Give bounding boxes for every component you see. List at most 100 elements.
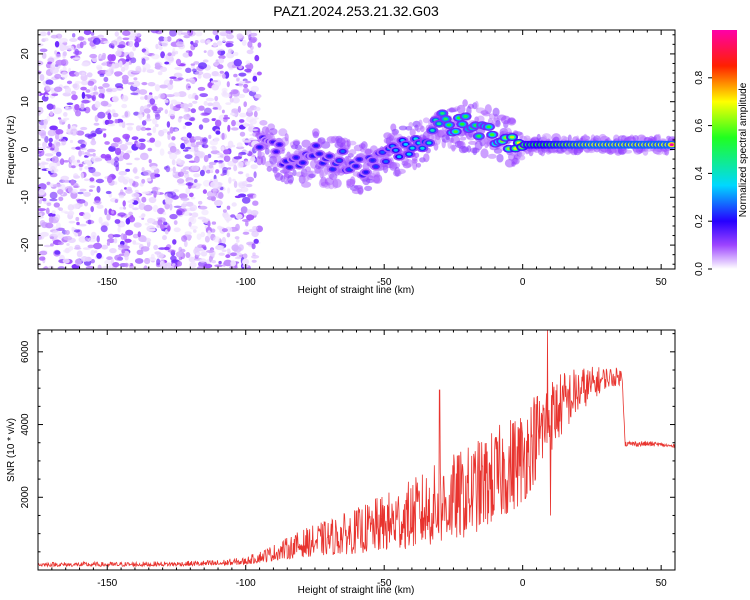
noise-speckle [69, 73, 76, 77]
noise-speckle [38, 43, 44, 47]
noise-speckle [140, 152, 149, 161]
noise-speckle [106, 213, 111, 221]
noise-speckle [59, 158, 65, 166]
noise-speckle [38, 107, 44, 115]
noise-speckle [121, 66, 126, 73]
trace-halo [259, 120, 268, 126]
trace-halo [332, 178, 342, 188]
noise-speckle [180, 32, 189, 35]
noise-speckle [103, 133, 107, 138]
noise-speckle [40, 231, 49, 237]
colorbar-bar [712, 30, 737, 269]
noise-speckle [247, 107, 253, 113]
noise-speckle [146, 228, 156, 232]
noise-speckle [221, 132, 225, 140]
noise-speckle [43, 37, 49, 42]
noise-speckle [172, 239, 177, 245]
noise-speckle [199, 93, 208, 98]
noise-speckle [175, 41, 185, 47]
noise-speckle [190, 41, 194, 45]
noise-speckle [82, 147, 87, 151]
noise-speckle [109, 248, 117, 254]
noise-speckle [141, 82, 148, 86]
noise-speckle [221, 249, 227, 252]
trace-core-peak [373, 165, 379, 169]
noise-speckle [253, 106, 261, 112]
trace-halo [308, 173, 316, 178]
noise-speckle [132, 207, 139, 211]
noise-speckle [188, 102, 193, 108]
trace-core-peak [337, 159, 342, 162]
noise-speckle [242, 87, 250, 94]
noise-speckle [159, 66, 168, 73]
noise-speckle [62, 258, 70, 264]
noise-speckle [100, 100, 109, 107]
noise-speckle [202, 117, 210, 123]
noise-speckle [64, 247, 70, 254]
noise-speckle [52, 183, 62, 188]
noise-speckle [242, 160, 252, 163]
trace-halo [423, 153, 430, 163]
noise-speckle [217, 50, 221, 55]
noise-speckle [236, 239, 240, 243]
noise-speckle [141, 58, 146, 65]
noise-speckle [55, 214, 61, 221]
signal-trace-layer [253, 99, 675, 196]
noise-speckle [106, 256, 113, 261]
noise-speckle [189, 261, 197, 268]
noise-speckle [51, 210, 56, 215]
noise-speckle [140, 126, 147, 131]
noise-speckle [77, 191, 84, 195]
top-x-axis: -150 -100 -50 0 50 [37, 30, 676, 288]
noise-speckle [121, 94, 129, 102]
noise-speckle [140, 246, 150, 252]
noise-speckle [63, 112, 68, 117]
noise-speckle [51, 226, 59, 230]
noise-speckle [125, 229, 134, 236]
noise-speckle [88, 166, 94, 170]
noise-speckle [169, 152, 178, 160]
noise-speckle [154, 123, 159, 128]
noise-speckle [160, 51, 166, 59]
trace-core-peak [317, 152, 322, 156]
noise-speckle [177, 171, 184, 177]
noise-speckle [93, 200, 102, 205]
noise-speckle [101, 244, 108, 250]
noise-speckle [104, 208, 108, 216]
noise-speckle [122, 133, 131, 140]
noise-speckle [204, 235, 210, 243]
noise-speckle [193, 146, 199, 153]
noise-speckle [51, 93, 59, 97]
trace-halo [360, 141, 368, 150]
noise-speckle [68, 210, 75, 216]
noise-speckle [241, 196, 251, 204]
noise-speckle [216, 48, 225, 52]
noise-speckle [93, 122, 100, 126]
noise-speckle [97, 111, 106, 119]
noise-speckle [119, 222, 125, 228]
noise-speckle [54, 41, 60, 48]
noise-speckle [208, 161, 217, 166]
noise-speckle [250, 210, 259, 216]
noise-speckle [114, 219, 121, 224]
noise-speckle [101, 62, 108, 66]
noise-speckle [114, 199, 119, 203]
y-tick-label: 2000 [20, 486, 31, 509]
noise-speckle [233, 156, 242, 160]
noise-speckle [93, 37, 101, 45]
noise-speckle [42, 141, 47, 148]
noise-speckle [87, 244, 95, 249]
noise-speckle [175, 251, 184, 258]
top-y-axis-label: Frequency (Hz) [6, 116, 17, 185]
noise-speckle [249, 118, 257, 125]
noise-speckle [122, 37, 130, 41]
noise-speckle [180, 168, 186, 173]
noise-speckle [80, 256, 88, 262]
noise-speckle [120, 233, 125, 240]
noise-speckle [55, 129, 64, 135]
noise-speckle [140, 96, 145, 100]
noise-speckle [245, 80, 251, 84]
noise-speckle [136, 141, 141, 148]
trace-core-peak [320, 161, 325, 165]
